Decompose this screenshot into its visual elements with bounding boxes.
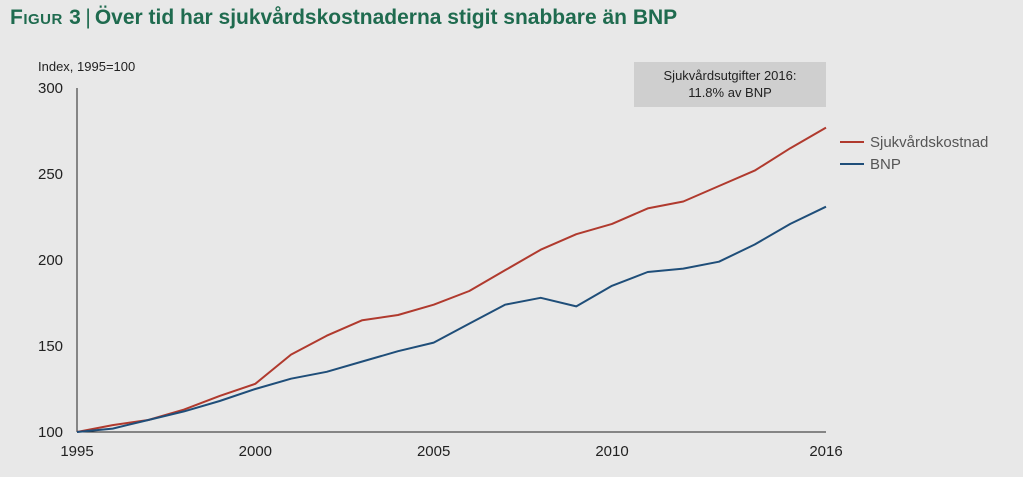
x-tick-labels: 1995 2000 2005 2010 2016 [60, 443, 842, 460]
y-tick-label: 250 [38, 166, 63, 183]
x-tick-label: 2016 [809, 443, 842, 460]
series-group [76, 126, 827, 433]
annotation-line-1: Sjukvårdsutgifter 2016: [664, 68, 797, 83]
series-line-sjukvardskostnad [76, 126, 827, 433]
x-tick-label: 1995 [60, 443, 93, 460]
y-tick-label: 150 [38, 338, 63, 355]
series-line-bnp [76, 205, 827, 433]
y-tick-label: 300 [38, 80, 63, 97]
title-separator: | [85, 6, 91, 29]
chart-title: Figur 3 | Över tid har sjukvårdskostnadern… [10, 6, 677, 30]
figure-label: Figur 3 [10, 6, 82, 29]
legend-label: Sjukvårdskostnad [870, 134, 988, 151]
figure-title: Över tid har sjukvårdskostnaderna stigit… [94, 6, 678, 29]
y-tick-label: 200 [38, 252, 63, 269]
y-tick-labels: 100 150 200 250 300 [38, 80, 63, 441]
legend-label: BNP [870, 156, 901, 173]
x-tick-label: 2005 [417, 443, 450, 460]
legend: Sjukvårdskostnad BNP [840, 134, 988, 173]
x-tick-label: 2000 [239, 443, 272, 460]
y-tick-label: 100 [38, 424, 63, 441]
x-tick-label: 2010 [595, 443, 628, 460]
annotation-background [634, 62, 826, 107]
annotation-box: Sjukvårdsutgifter 2016: 11.8% av BNP [634, 62, 826, 107]
annotation-line-2: 11.8% av BNP [688, 85, 772, 100]
y-axis-label: Index, 1995=100 [38, 59, 135, 74]
